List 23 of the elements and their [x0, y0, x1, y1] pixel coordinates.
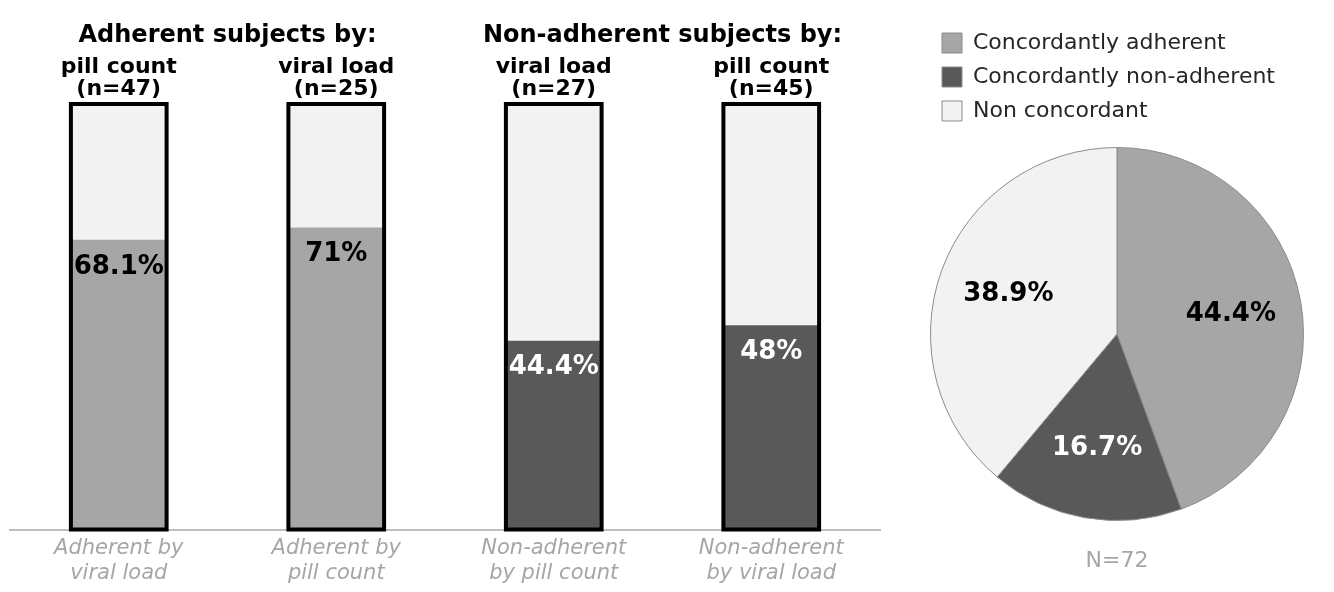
data-label: 44.4%: [1185, 296, 1276, 327]
annotation: viral load (n=25): [278, 52, 395, 100]
text: Non-adherent subjects by:: [482, 20, 843, 49]
text: Adherent subjects by:: [78, 20, 377, 49]
legend-label: Non concordant: [973, 96, 1148, 122]
data-label: 48%: [740, 335, 803, 366]
text: N=72: [1085, 546, 1149, 572]
data-label: 71%: [305, 237, 368, 268]
annotation: pill count (n=45): [713, 52, 830, 100]
x-tick-label: Non-adherent by pill count: [481, 534, 627, 584]
bar: [70, 104, 167, 240]
data-label: 38.9%: [963, 277, 1054, 308]
annotation: pill count (n=47): [60, 52, 178, 100]
legend-label: Concordantly adherent: [973, 28, 1227, 54]
data-label: 16.7%: [1052, 430, 1143, 461]
bar: [288, 104, 385, 228]
legend-label: Concordantly non-adherent: [973, 62, 1276, 88]
x-tick-label: Adherent by viral load: [52, 534, 185, 584]
x-tick-label: Non-adherent by viral load: [698, 534, 845, 584]
annotation: viral load (n=27): [495, 52, 612, 100]
data-label: 44.4%: [508, 350, 599, 381]
x-tick-label: Adherent by pill count: [269, 534, 402, 584]
data-label: 68.1%: [73, 249, 164, 280]
